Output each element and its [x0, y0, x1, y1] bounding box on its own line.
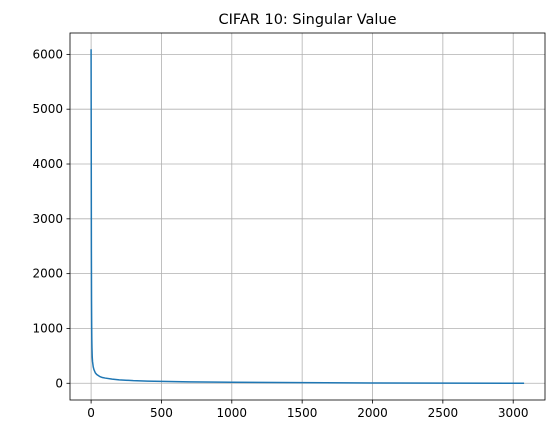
x-tick-label: 1000 [217, 406, 248, 420]
chart-title: CIFAR 10: Singular Value [218, 12, 396, 28]
series-layer [91, 50, 523, 383]
y-tick-label: 3000 [32, 212, 63, 226]
y-tick-label: 1000 [32, 321, 63, 335]
y-tick-label: 0 [55, 376, 63, 390]
y-tick-label: 2000 [32, 267, 63, 281]
x-tick-label: 2000 [357, 406, 388, 420]
x-tick-label: 3000 [498, 406, 529, 420]
plot-frame [70, 33, 545, 400]
x-tick-label: 2500 [428, 406, 459, 420]
ticks-layer: 0 500 1000 1500 2000 2500 3000 0 1000 2000 3000 400… [32, 47, 528, 420]
x-tick-label: 1500 [287, 406, 318, 420]
grid-layer [70, 33, 545, 400]
x-tick-label: 0 [87, 406, 95, 420]
singular-value-line [91, 50, 523, 383]
y-tick-label: 6000 [32, 47, 63, 61]
y-tick-label: 5000 [32, 102, 63, 116]
y-tick-label: 4000 [32, 157, 63, 171]
x-tick-label: 500 [150, 406, 173, 420]
